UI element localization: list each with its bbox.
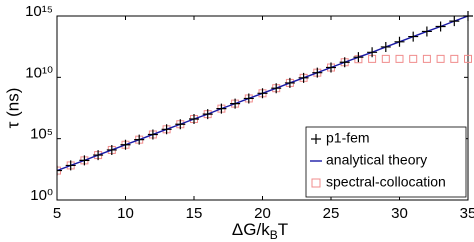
x-axis-label: ΔG/kBT	[232, 220, 288, 242]
square-marker	[422, 54, 431, 63]
y-axis-label: τ (ns)	[3, 88, 22, 129]
x-label-sub: B	[270, 228, 278, 242]
x-tick-label: 25	[323, 205, 340, 222]
x-tick-label: 20	[254, 205, 271, 222]
x-tick-label: 35	[460, 205, 474, 222]
y-tick-label: 10⁰	[30, 187, 53, 204]
y-tick-label: 10¹⁵	[25, 3, 53, 20]
plus-marker	[175, 119, 186, 130]
plot-area	[57, 11, 473, 176]
square-marker	[450, 54, 459, 63]
plus-marker	[394, 36, 405, 47]
plus-marker	[463, 11, 473, 21]
plus-marker	[230, 98, 241, 109]
plus-marker	[243, 93, 254, 104]
x-tick-label: 15	[186, 205, 203, 222]
plus-marker	[161, 124, 172, 135]
legend-label: analytical theory	[326, 152, 427, 168]
y-tick-label: 10¹⁰	[25, 64, 53, 81]
plus-marker	[147, 129, 158, 140]
plus-marker	[93, 150, 104, 161]
x-tick-label: 5	[53, 205, 61, 222]
x-tick-label: 30	[391, 205, 408, 222]
x-label-part: ΔG/k	[232, 220, 270, 239]
plus-marker	[120, 139, 131, 150]
y-tick-label: 10⁵	[30, 126, 53, 143]
plus-marker	[57, 165, 62, 176]
plus-marker	[339, 57, 350, 68]
plus-marker	[257, 88, 268, 99]
x-tick-label: 10	[117, 205, 134, 222]
plus-marker	[271, 83, 282, 94]
square-marker	[436, 54, 445, 63]
plus-marker	[216, 103, 227, 114]
legend-label: spectral-collocation	[326, 174, 446, 190]
square-marker	[381, 54, 390, 63]
plus-marker	[326, 62, 336, 73]
plus-marker	[312, 67, 323, 78]
square-marker	[395, 54, 404, 63]
square-marker	[409, 54, 418, 63]
legend-box	[305, 126, 467, 198]
plus-marker	[380, 41, 391, 52]
plus-marker	[421, 26, 432, 37]
plus-marker	[65, 160, 76, 171]
legend-key	[311, 178, 321, 188]
plus-marker	[408, 31, 419, 42]
plus-marker	[449, 16, 460, 27]
plus-marker	[435, 21, 446, 32]
plus-marker	[284, 77, 295, 88]
plus-marker	[367, 47, 378, 58]
square-marker	[464, 54, 472, 63]
plus-marker	[134, 134, 145, 145]
plus-marker	[106, 144, 117, 155]
plus-marker	[79, 155, 90, 166]
plus-marker	[189, 114, 199, 125]
legend-label: p1-fem	[326, 130, 370, 146]
plus-marker	[202, 109, 213, 120]
plus-marker	[298, 72, 309, 83]
plus-marker	[353, 52, 364, 63]
legend-key	[311, 134, 321, 144]
x-label-part: T	[278, 220, 288, 239]
